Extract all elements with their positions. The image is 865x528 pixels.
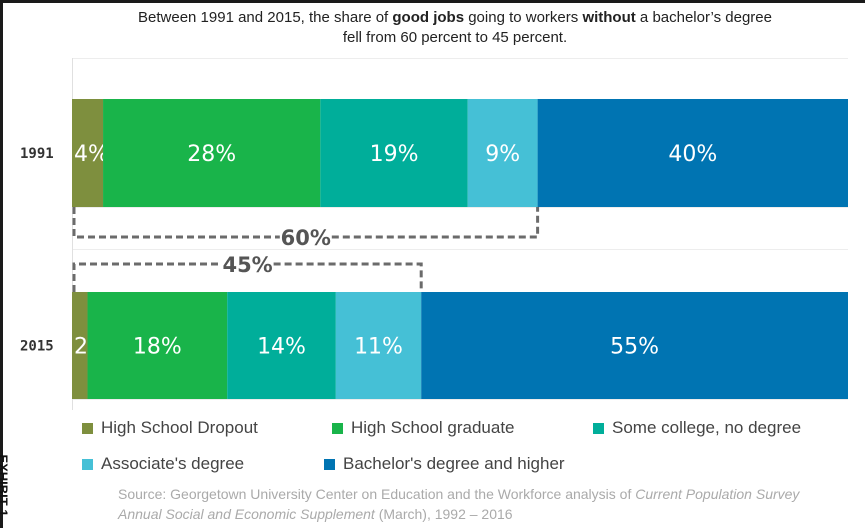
title-text-3: a bachelor’s degree <box>635 9 772 26</box>
legend-label-dropout: High School Dropout <box>101 418 258 437</box>
legend-label-hs-grad: High School graduate <box>351 418 515 437</box>
legend-item-associate: Associate's degree <box>82 454 244 474</box>
data-label-1991-hs_grad: 28% <box>187 142 236 167</box>
title-text-2: going to workers <box>464 9 583 26</box>
chart-title: Between 1991 and 2015, the share of good… <box>60 8 850 48</box>
bar-1991-bachelor <box>537 99 848 207</box>
title-bold-1: good jobs <box>392 9 465 26</box>
bar-1991-hs_grad <box>103 99 321 207</box>
legend-label-some-college: Some college, no degree <box>612 418 802 437</box>
legend-item-bachelor: Bachelor's degree and higher <box>324 454 565 474</box>
source-suffix: (March), 1992 – 2016 <box>374 506 513 522</box>
legend-swatch-dropout <box>82 422 93 434</box>
data-label-1991-bachelor: 40% <box>668 142 717 167</box>
source-note: Source: Georgetown University Center on … <box>118 484 838 524</box>
bar-1991-dropout <box>72 99 104 207</box>
legend-swatch-associate <box>82 458 93 470</box>
legend-item-hs-grad: High School graduate <box>332 418 515 438</box>
bar-2015-some_college <box>227 292 336 399</box>
category-label-2015: 2015 <box>20 339 54 355</box>
data-label-2015-some_college: 14% <box>257 335 306 360</box>
bar-2015-associate <box>335 292 422 399</box>
side-label-text: EXHIBIT 1 <box>0 454 8 516</box>
bracket-label-2015: 45% <box>222 253 272 277</box>
title-text-1: Between 1991 and 2015, the share of <box>138 9 393 26</box>
bar-2015-hs_grad <box>87 292 228 399</box>
bracket-label-1991: 60% <box>281 226 331 250</box>
data-label-2015-hs_grad: 18% <box>133 335 182 360</box>
bracket-right-1991 <box>331 207 540 239</box>
legend-swatch-hs-grad <box>332 422 343 434</box>
data-label-1991-associate: 9% <box>485 142 520 167</box>
data-label-2015-associate: 11% <box>354 335 403 360</box>
legend: High School Dropout High School graduate… <box>82 418 852 482</box>
bar-1991-associate <box>467 99 538 207</box>
bar-2015-bachelor <box>421 292 848 399</box>
bar-1991-some_college <box>320 99 468 207</box>
source-prefix: Source: Georgetown University Center on … <box>118 486 636 502</box>
legend-swatch-bachelor <box>324 458 335 470</box>
bracket-right-2015 <box>273 262 423 292</box>
side-label: EXHIBIT 1 <box>0 448 8 528</box>
legend-item-dropout: High School Dropout <box>82 418 258 438</box>
title-bold-2: without <box>582 9 636 26</box>
bracket-left-1991 <box>72 207 280 239</box>
bracket-left-2015 <box>72 262 222 292</box>
legend-label-bachelor: Bachelor's degree and higher <box>343 454 565 473</box>
title-line-2: fell from 60 percent to 45 percent. <box>342 29 568 46</box>
source-italic: Current Population Survey Annual Social … <box>118 486 800 522</box>
legend-item-some-college: Some college, no degree <box>593 418 801 438</box>
legend-label-associate: Associate's degree <box>101 454 245 473</box>
bar-2015-dropout <box>72 292 88 399</box>
data-label-2015-bachelor: 55% <box>610 335 659 360</box>
legend-swatch-some-college <box>593 422 604 434</box>
data-label-1991-some_college: 19% <box>370 142 419 167</box>
category-label-1991: 1991 <box>20 146 54 162</box>
